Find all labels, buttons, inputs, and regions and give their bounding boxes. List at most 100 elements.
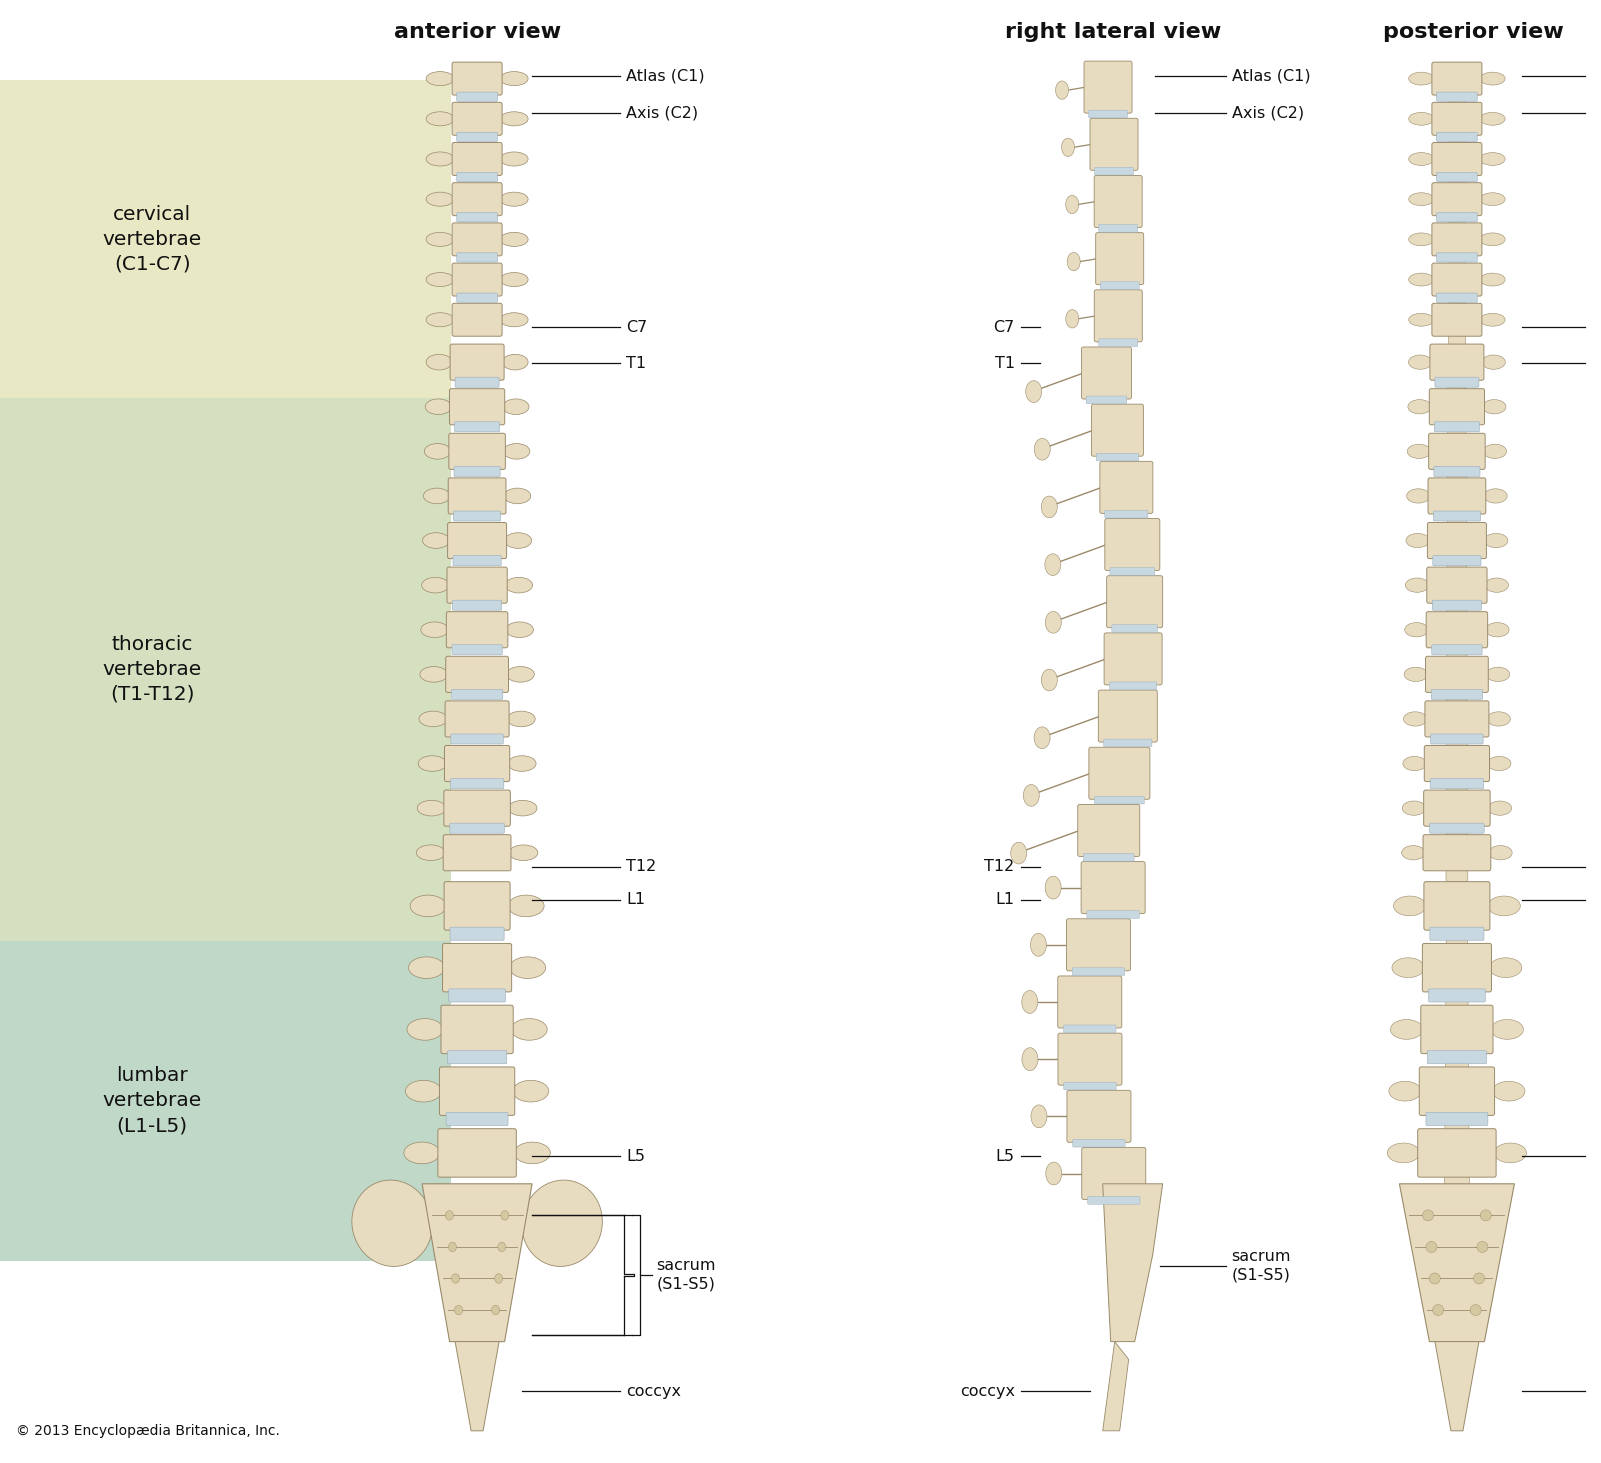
FancyBboxPatch shape bbox=[1098, 224, 1138, 233]
FancyBboxPatch shape bbox=[1449, 331, 1465, 345]
FancyBboxPatch shape bbox=[1422, 944, 1492, 992]
Text: sacrum
(S1-S5): sacrum (S1-S5) bbox=[656, 1258, 716, 1292]
Text: © 2013 Encyclopædia Britannica, Inc.: © 2013 Encyclopædia Britannica, Inc. bbox=[16, 1423, 280, 1438]
FancyBboxPatch shape bbox=[1105, 511, 1148, 518]
Ellipse shape bbox=[503, 399, 528, 414]
Ellipse shape bbox=[1409, 113, 1434, 126]
Text: cervical
vertebrae
(C1-C7): cervical vertebrae (C1-C7) bbox=[102, 205, 202, 274]
FancyBboxPatch shape bbox=[1098, 339, 1138, 347]
Text: L5: L5 bbox=[626, 1148, 645, 1165]
Ellipse shape bbox=[1407, 489, 1430, 503]
Ellipse shape bbox=[1479, 113, 1505, 126]
FancyBboxPatch shape bbox=[443, 835, 511, 870]
FancyBboxPatch shape bbox=[448, 989, 506, 1002]
Ellipse shape bbox=[509, 957, 546, 979]
Ellipse shape bbox=[500, 313, 528, 326]
Text: Axis (C2): Axis (C2) bbox=[626, 105, 698, 121]
Ellipse shape bbox=[419, 711, 447, 727]
FancyBboxPatch shape bbox=[1425, 746, 1489, 781]
Bar bbox=[0, 80, 451, 398]
Ellipse shape bbox=[504, 489, 532, 503]
Ellipse shape bbox=[1409, 356, 1431, 369]
Ellipse shape bbox=[1483, 356, 1505, 369]
FancyBboxPatch shape bbox=[1087, 1197, 1140, 1204]
Text: right lateral view: right lateral view bbox=[1004, 22, 1222, 42]
FancyBboxPatch shape bbox=[453, 511, 501, 521]
Ellipse shape bbox=[1481, 1210, 1491, 1222]
FancyBboxPatch shape bbox=[1418, 1067, 1495, 1115]
Ellipse shape bbox=[451, 1274, 459, 1283]
Text: T12: T12 bbox=[985, 859, 1015, 875]
FancyBboxPatch shape bbox=[1447, 508, 1467, 524]
Ellipse shape bbox=[418, 756, 447, 771]
FancyBboxPatch shape bbox=[1082, 1147, 1146, 1200]
Text: anterior view: anterior view bbox=[394, 22, 560, 42]
FancyBboxPatch shape bbox=[451, 142, 503, 176]
FancyBboxPatch shape bbox=[1058, 976, 1122, 1028]
FancyBboxPatch shape bbox=[1109, 682, 1158, 689]
FancyBboxPatch shape bbox=[1449, 129, 1465, 145]
Ellipse shape bbox=[508, 711, 535, 727]
FancyBboxPatch shape bbox=[447, 1050, 508, 1064]
FancyBboxPatch shape bbox=[1092, 404, 1143, 456]
FancyBboxPatch shape bbox=[1430, 824, 1484, 834]
Ellipse shape bbox=[1492, 1081, 1526, 1102]
Ellipse shape bbox=[445, 1210, 453, 1220]
Polygon shape bbox=[1103, 1342, 1129, 1431]
Ellipse shape bbox=[509, 800, 536, 816]
Ellipse shape bbox=[1068, 253, 1081, 271]
FancyBboxPatch shape bbox=[1426, 612, 1487, 648]
FancyBboxPatch shape bbox=[1085, 396, 1127, 404]
FancyBboxPatch shape bbox=[445, 657, 509, 692]
FancyBboxPatch shape bbox=[1446, 1109, 1468, 1131]
Ellipse shape bbox=[1010, 843, 1026, 865]
FancyBboxPatch shape bbox=[1073, 1140, 1126, 1147]
Text: lumbar
vertebrae
(L1-L5): lumbar vertebrae (L1-L5) bbox=[102, 1067, 202, 1135]
FancyBboxPatch shape bbox=[1436, 173, 1478, 181]
FancyBboxPatch shape bbox=[453, 556, 501, 566]
FancyBboxPatch shape bbox=[1066, 1090, 1130, 1143]
FancyBboxPatch shape bbox=[1081, 862, 1145, 913]
FancyBboxPatch shape bbox=[1447, 597, 1467, 613]
Ellipse shape bbox=[1407, 445, 1431, 458]
Ellipse shape bbox=[1045, 554, 1061, 575]
FancyBboxPatch shape bbox=[1447, 553, 1467, 569]
FancyBboxPatch shape bbox=[1066, 919, 1130, 971]
Ellipse shape bbox=[1487, 756, 1511, 771]
Ellipse shape bbox=[1409, 274, 1434, 285]
Ellipse shape bbox=[1479, 313, 1505, 326]
FancyBboxPatch shape bbox=[1431, 303, 1483, 336]
FancyBboxPatch shape bbox=[451, 222, 503, 256]
FancyBboxPatch shape bbox=[456, 132, 498, 142]
Ellipse shape bbox=[1401, 846, 1425, 860]
FancyBboxPatch shape bbox=[1449, 209, 1465, 225]
FancyBboxPatch shape bbox=[1449, 89, 1465, 104]
Ellipse shape bbox=[1483, 445, 1507, 458]
FancyBboxPatch shape bbox=[451, 689, 503, 699]
FancyBboxPatch shape bbox=[1058, 1033, 1122, 1086]
Ellipse shape bbox=[1034, 727, 1050, 749]
FancyBboxPatch shape bbox=[1436, 132, 1478, 142]
Bar bbox=[0, 941, 451, 1261]
FancyBboxPatch shape bbox=[1431, 645, 1483, 655]
Ellipse shape bbox=[1393, 895, 1426, 916]
Ellipse shape bbox=[514, 1143, 551, 1163]
FancyBboxPatch shape bbox=[451, 102, 503, 135]
FancyBboxPatch shape bbox=[1111, 625, 1158, 632]
FancyBboxPatch shape bbox=[447, 612, 508, 648]
Ellipse shape bbox=[426, 313, 455, 326]
FancyBboxPatch shape bbox=[451, 61, 503, 95]
Ellipse shape bbox=[455, 1305, 463, 1315]
Ellipse shape bbox=[408, 957, 445, 979]
Ellipse shape bbox=[426, 192, 455, 206]
Ellipse shape bbox=[492, 1305, 500, 1315]
FancyBboxPatch shape bbox=[456, 92, 498, 101]
FancyBboxPatch shape bbox=[1433, 600, 1481, 610]
FancyBboxPatch shape bbox=[456, 293, 498, 303]
Polygon shape bbox=[423, 1184, 532, 1342]
Ellipse shape bbox=[410, 895, 447, 917]
FancyBboxPatch shape bbox=[1423, 790, 1491, 827]
Ellipse shape bbox=[1409, 72, 1434, 85]
FancyBboxPatch shape bbox=[1109, 568, 1154, 575]
FancyBboxPatch shape bbox=[1431, 183, 1483, 215]
